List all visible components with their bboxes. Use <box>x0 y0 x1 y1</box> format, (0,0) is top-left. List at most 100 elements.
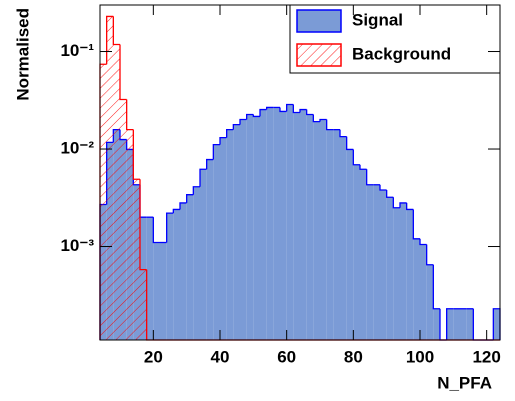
bar <box>266 107 274 340</box>
bar-edge <box>379 184 387 191</box>
bar-edge <box>152 217 160 244</box>
bar <box>333 129 340 340</box>
x-axis-label: N_PFA <box>437 373 492 392</box>
bar-edge <box>126 99 134 131</box>
bar <box>153 242 160 340</box>
bar <box>460 308 467 340</box>
bar <box>373 184 380 340</box>
bar-edge <box>239 118 247 125</box>
bar <box>106 16 114 341</box>
bar-edge <box>139 184 147 218</box>
bar-edge <box>179 202 187 210</box>
bar-edge <box>359 164 367 170</box>
bar-edge <box>432 264 440 310</box>
x-tick-label: 60 <box>277 347 296 366</box>
bar <box>300 109 307 340</box>
bar-edge <box>172 208 180 214</box>
legend: Signal Background <box>289 4 501 74</box>
bar-edge <box>472 308 480 341</box>
bar <box>340 136 347 340</box>
bar-edge <box>212 143 220 160</box>
bar-edge <box>446 308 454 340</box>
bar-edge <box>419 238 427 246</box>
bar-edge <box>412 209 420 240</box>
bar-edge <box>199 168 207 187</box>
bar-edge <box>326 119 334 131</box>
y-tick-label: 10⁻² <box>60 139 94 158</box>
bar <box>493 308 500 340</box>
bar-edge <box>439 308 447 341</box>
bar <box>386 197 394 340</box>
bar-edge <box>346 136 354 151</box>
y-tick-label: 10⁻¹ <box>60 41 94 60</box>
bar <box>400 202 407 340</box>
bar <box>320 119 327 340</box>
bar <box>413 238 420 340</box>
bar-edge <box>352 149 360 166</box>
bar <box>446 308 454 340</box>
bar <box>313 121 320 340</box>
bar <box>306 114 314 340</box>
bar-edge <box>426 244 434 266</box>
bar <box>126 129 134 340</box>
bar-edge <box>386 190 394 198</box>
bar-edge <box>306 109 314 116</box>
bar-edge <box>226 129 234 138</box>
bar-edge <box>319 118 327 122</box>
bar <box>160 242 167 340</box>
bar <box>253 116 260 340</box>
x-tick-label: 40 <box>211 347 230 366</box>
bar <box>366 184 374 340</box>
legend-label: Signal <box>352 10 403 29</box>
bar <box>246 114 254 340</box>
bar <box>213 144 220 340</box>
legend-swatch <box>296 43 342 67</box>
bar <box>406 209 414 340</box>
bar <box>146 217 154 340</box>
bar <box>166 213 174 340</box>
bar-edge <box>339 129 347 138</box>
bar <box>120 99 127 340</box>
bar <box>220 137 227 340</box>
bar-edge <box>292 104 300 114</box>
bar <box>260 109 267 340</box>
x-tick-label: 100 <box>406 347 434 366</box>
y-axis-label: Normalised <box>13 8 32 101</box>
bar <box>273 107 280 340</box>
bar-edge <box>166 212 174 243</box>
bar <box>186 194 194 340</box>
bar <box>420 244 427 340</box>
x-tick-label: 120 <box>472 347 500 366</box>
bar <box>240 119 247 340</box>
bar-edge <box>139 179 147 271</box>
legend-swatch <box>296 9 342 33</box>
bar-edge <box>279 107 287 113</box>
bar <box>453 308 460 340</box>
bar-edge <box>132 129 140 180</box>
bar-edge <box>192 186 200 195</box>
bar <box>346 149 354 340</box>
bar <box>173 209 180 340</box>
bar <box>180 202 187 340</box>
bar-edge <box>259 108 267 117</box>
bar-edge <box>246 113 254 120</box>
bar-edge <box>299 108 307 113</box>
bar <box>193 186 200 340</box>
bar <box>360 169 367 340</box>
bar <box>286 104 294 340</box>
bar-edge <box>106 15 114 65</box>
bar-edge <box>366 169 374 186</box>
bar <box>433 308 440 340</box>
bar <box>226 129 234 340</box>
bar <box>113 44 120 341</box>
bar-edge <box>399 202 407 208</box>
bar-edge <box>206 158 214 170</box>
bar-edge <box>312 114 320 123</box>
bar <box>206 159 214 340</box>
bar <box>393 207 400 340</box>
bar <box>233 124 240 340</box>
bar-edge <box>112 16 120 46</box>
bar <box>326 129 334 340</box>
bar-edge <box>252 114 260 118</box>
bar-edge <box>286 103 294 112</box>
